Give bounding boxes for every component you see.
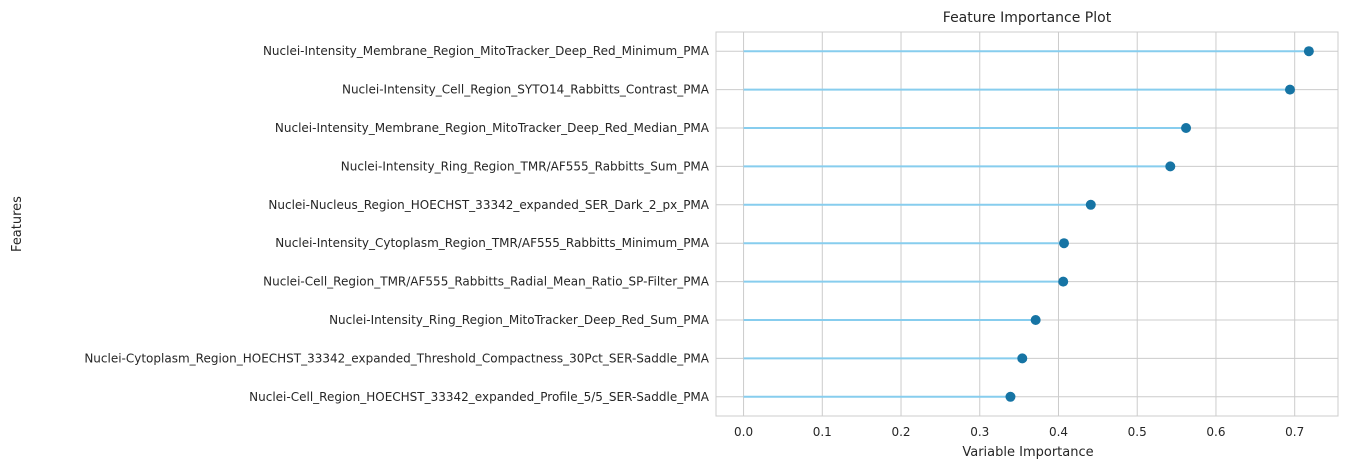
x-tick-label: 0.0 bbox=[734, 425, 753, 439]
x-tick-label: 0.2 bbox=[891, 425, 910, 439]
x-axis-label: Variable Importance bbox=[962, 445, 1093, 460]
importance-point bbox=[1284, 84, 1295, 95]
importance-point bbox=[1058, 276, 1069, 287]
x-tick-label: 0.1 bbox=[813, 425, 832, 439]
x-tick-label: 0.5 bbox=[1128, 425, 1147, 439]
y-tick-labels: Nuclei-Intensity_Membrane_Region_MitoTra… bbox=[84, 44, 709, 404]
lollipop-marks bbox=[743, 46, 1314, 402]
feature-label: Nuclei-Intensity_Membrane_Region_MitoTra… bbox=[275, 121, 710, 135]
plot-area-frame bbox=[715, 31, 1339, 417]
importance-point bbox=[1059, 238, 1070, 249]
feature-label: Nuclei-Cell_Region_TMR/AF555_Rabbitts_Ra… bbox=[263, 275, 710, 289]
importance-point bbox=[1181, 123, 1192, 133]
importance-point bbox=[1030, 315, 1041, 325]
x-tick-labels: 0.0 0.1 0.2 0.3 0.4 0.5 0.6 0.7 bbox=[734, 425, 1304, 439]
x-tick-label: 0.6 bbox=[1206, 425, 1225, 439]
importance-point bbox=[1017, 353, 1028, 364]
feature-label: Nuclei-Intensity_Ring_Region_TMR/AF555_R… bbox=[341, 159, 710, 173]
feature-label: Nuclei-Nucleus_Region_HOECHST_33342_expa… bbox=[268, 198, 709, 212]
feature-label: Nuclei-Intensity_Ring_Region_MitoTracker… bbox=[329, 313, 710, 327]
feature-label: Nuclei-Intensity_Cell_Region_SYTO14_Rabb… bbox=[342, 83, 710, 97]
importance-point bbox=[1085, 199, 1096, 210]
feature-label: Nuclei-Intensity_Membrane_Region_MitoTra… bbox=[263, 44, 710, 58]
x-tick-label: 0.4 bbox=[1049, 425, 1068, 439]
feature-label: Nuclei-Cell_Region_HOECHST_33342_expande… bbox=[249, 390, 710, 404]
feature-label: Nuclei-Cytoplasm_Region_HOECHST_33342_ex… bbox=[84, 351, 709, 365]
importance-point bbox=[1005, 391, 1016, 402]
chart-title: Feature Importance Plot bbox=[943, 10, 1112, 26]
y-axis-label: Features bbox=[10, 196, 25, 252]
feature-label: Nuclei-Intensity_Cytoplasm_Region_TMR/AF… bbox=[275, 236, 710, 250]
importance-point bbox=[1165, 161, 1176, 172]
x-tick-label: 0.7 bbox=[1285, 425, 1304, 439]
importance-point bbox=[1303, 46, 1314, 57]
x-tick-label: 0.3 bbox=[970, 425, 989, 439]
